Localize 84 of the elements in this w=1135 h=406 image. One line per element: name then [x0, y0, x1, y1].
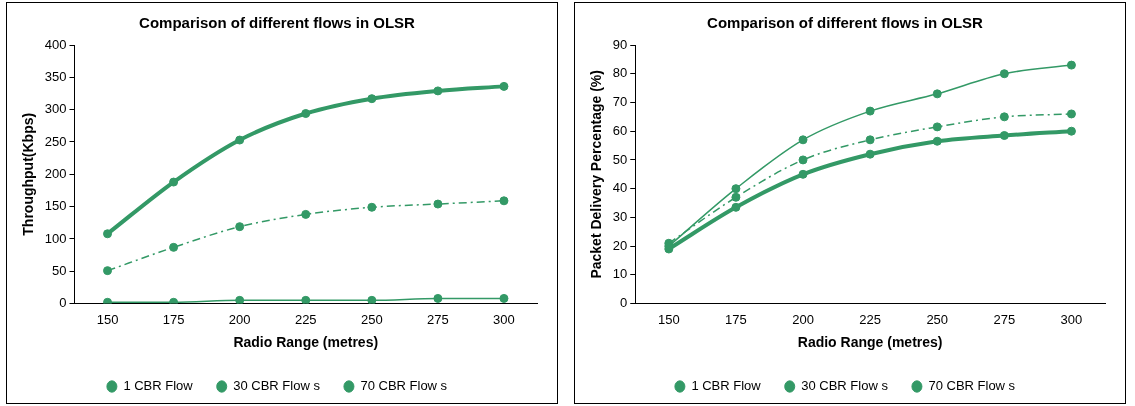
point: [932, 89, 942, 99]
y-tick-label: 50: [612, 151, 628, 167]
x-tick-label: 225: [294, 311, 317, 327]
point: [103, 229, 113, 239]
y-tick-label: 350: [44, 68, 67, 84]
y-tick-label: 200: [44, 165, 67, 181]
point: [999, 131, 1009, 141]
y-tick-label: 20: [612, 237, 628, 253]
point: [301, 295, 311, 304]
point: [499, 293, 509, 303]
point: [1066, 60, 1076, 70]
point: [731, 184, 741, 194]
point: [1066, 126, 1076, 136]
point: [865, 135, 875, 145]
point: [798, 135, 808, 145]
point: [103, 266, 113, 276]
point: [932, 122, 942, 132]
y-tick-label: 100: [44, 230, 67, 246]
x-tick-label: 300: [493, 311, 515, 327]
y-tick-label: 0: [59, 295, 67, 311]
x-tick-label: 150: [96, 311, 119, 327]
y-tick-label: 150: [44, 198, 67, 214]
y-tick-label: 50: [52, 262, 67, 278]
x-tick-label: 275: [427, 311, 449, 327]
legend-label: 1 CBR Flow: [123, 378, 194, 394]
y-tick-label: 30: [612, 208, 628, 224]
y-axis-title: Throughput(Kbps): [20, 112, 37, 236]
y-tick-label: 10: [612, 266, 628, 282]
y-tick-label: 40: [612, 180, 628, 196]
legend-label: 1 CBR Flow: [691, 378, 762, 394]
y-axis-title: Packet Delivery Percentage (%): [588, 70, 605, 279]
y-tick-label: 0: [620, 295, 628, 311]
point: [433, 199, 443, 209]
point: [169, 177, 179, 187]
y-tick-label: 90: [612, 36, 628, 52]
x-tick-label: 250: [926, 311, 949, 327]
y-tick-label: 400: [44, 36, 67, 52]
legend-label: 30 CBR Flow s: [801, 378, 889, 394]
point: [235, 222, 245, 232]
point: [235, 135, 245, 145]
point: [798, 169, 808, 179]
y-tick-label: 250: [44, 133, 67, 149]
y-tick-label: 60: [612, 122, 628, 138]
point: [999, 112, 1009, 122]
x-tick-label: 200: [228, 311, 251, 327]
x-tick-label: 175: [725, 311, 747, 327]
chart-title: Comparison of different flows in OLSR: [707, 14, 984, 32]
point: [103, 297, 113, 304]
point: [798, 155, 808, 165]
point: [865, 149, 875, 159]
chart-title: Comparison of different flows in OLSR: [139, 14, 416, 32]
point: [999, 69, 1009, 79]
point: [169, 242, 179, 252]
point: [367, 202, 377, 212]
point: [731, 192, 741, 202]
x-axis-title: Radio Range (metres): [797, 334, 943, 351]
x-tick-label: 200: [792, 311, 814, 327]
point: [932, 136, 942, 146]
point: [301, 109, 311, 119]
legend-label: 70 CBR Flow s: [360, 378, 448, 394]
x-tick-label: 175: [162, 311, 185, 327]
point: [1066, 109, 1076, 119]
y-tick-label: 300: [44, 101, 67, 117]
point: [367, 295, 377, 304]
point: [301, 209, 311, 219]
point: [499, 81, 509, 91]
point: [235, 295, 245, 304]
x-tick-label: 250: [360, 311, 383, 327]
legend-label: 30 CBR Flow s: [233, 378, 321, 394]
legend-label: 70 CBR Flow s: [928, 378, 1016, 394]
x-tick-label: 225: [859, 311, 881, 327]
point: [367, 94, 377, 104]
x-tick-label: 150: [657, 311, 680, 327]
x-tick-label: 300: [1060, 311, 1083, 327]
point: [865, 106, 875, 116]
point: [499, 196, 509, 206]
point: [169, 297, 179, 304]
x-axis-title: Radio Range (metres): [233, 334, 379, 351]
point: [731, 202, 741, 212]
y-tick-label: 70: [612, 94, 628, 110]
point: [433, 86, 443, 96]
y-tick-label: 80: [612, 65, 628, 81]
x-tick-label: 275: [993, 311, 1016, 327]
point: [433, 293, 443, 303]
